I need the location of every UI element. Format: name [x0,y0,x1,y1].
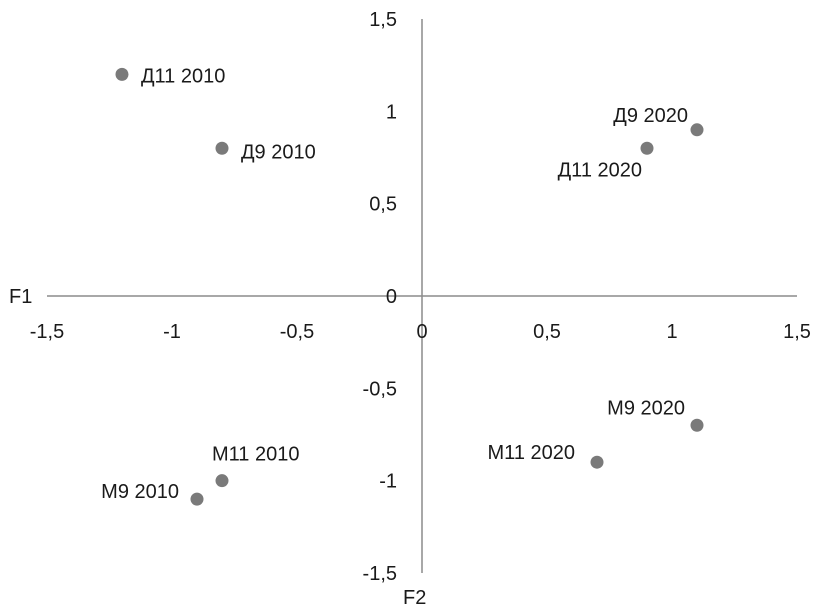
x-tick-label: -1 [163,321,181,343]
data-point-label: М11 2020 [488,442,575,464]
x-tick-label: 1,5 [783,321,811,343]
data-point [115,67,129,81]
x-tick-label: -0,5 [280,321,314,343]
data-point [190,492,204,506]
data-point [690,123,704,137]
y-tick-label: 0,5 [369,194,397,216]
data-point [590,455,604,469]
tick-labels-group: -1,5 -1 -0,5 0 0,5 1 1,5 1,5 1 0,5 0 -0,5 -1 -1,5 [30,9,811,585]
data-point-label: М11 2010 [212,444,299,466]
data-point-label: Д9 2020 [613,105,688,127]
x-axis-label: F1 [9,286,32,308]
data-point-label: Д11 2020 [558,159,642,181]
y-tick-label: 0 [386,286,397,308]
data-point-label: М9 2010 [101,481,179,503]
x-tick-label: 1 [666,321,677,343]
y-axis-label: F2 [403,587,426,606]
y-tick-label: -1,5 [363,563,397,585]
axes-group: F1 F2 [9,19,797,606]
y-tick-label: 1 [386,101,397,123]
x-tick-label: 0,5 [533,321,561,343]
x-tick-label: -1,5 [30,321,64,343]
y-tick-label: -1 [379,471,397,493]
data-point [640,141,654,155]
y-tick-label: -0,5 [363,378,397,400]
y-tick-label: 1,5 [369,9,397,31]
data-points-group: Д11 2010 Д9 2010 Д9 2020 Д11 2020 М9 2020 М11… [101,65,704,506]
x-tick-label: 0 [416,321,427,343]
data-point [215,141,229,155]
data-point-label: М9 2020 [607,397,685,419]
data-point [215,474,229,488]
data-point-label: Д9 2010 [241,141,316,163]
data-point [690,418,704,432]
data-point-label: Д11 2010 [141,65,225,87]
